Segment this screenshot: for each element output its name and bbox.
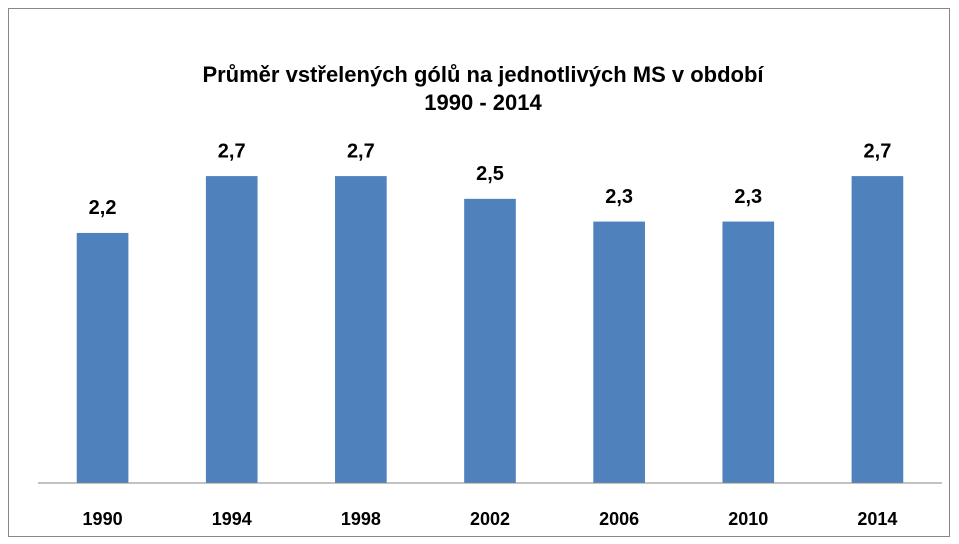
bar	[464, 198, 516, 484]
bar	[722, 221, 775, 484]
data-label: 2,2	[89, 197, 117, 219]
x-tick-label: 1994	[212, 509, 252, 529]
x-tick-label: 2014	[857, 509, 897, 529]
x-tick-label: 2006	[599, 509, 639, 529]
bar	[851, 176, 904, 483]
bar	[593, 221, 645, 484]
bar	[76, 232, 129, 483]
x-tick-label: 1990	[83, 509, 123, 529]
data-label: 2,7	[218, 140, 246, 162]
x-tick-label: 2002	[470, 509, 510, 529]
data-label: 2,7	[864, 140, 892, 162]
data-label: 2,7	[347, 140, 375, 162]
data-label: 2,3	[734, 186, 762, 208]
chart-title: Průměr vstřelených gólů na jednotlivých …	[202, 62, 764, 87]
chart-title: 1990 - 2014	[424, 90, 542, 115]
bar	[335, 176, 387, 483]
data-label: 2,5	[476, 163, 504, 185]
data-label: 2,3	[605, 186, 633, 208]
x-tick-label: 1998	[341, 509, 381, 529]
bar	[205, 176, 258, 483]
x-tick-label: 2010	[728, 509, 768, 529]
